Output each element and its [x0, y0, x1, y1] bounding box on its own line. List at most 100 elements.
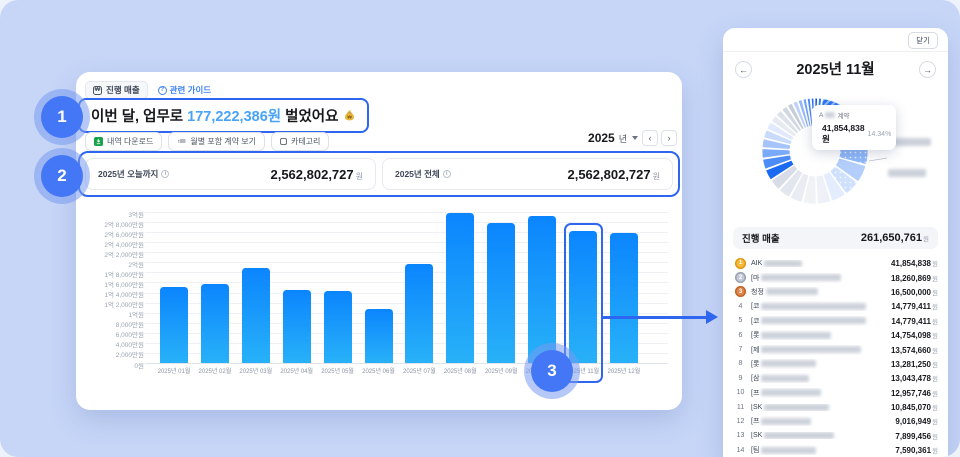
annotation-step-3: 3 [531, 350, 573, 392]
contract-name-prefix: [마 [751, 274, 760, 282]
rank-number: 5 [738, 317, 743, 325]
bar-2025년 09월[interactable] [487, 222, 516, 363]
bar-2025년 04월[interactable] [282, 290, 311, 363]
redacted-text [764, 403, 830, 411]
donut-segment-26[interactable] [802, 98, 812, 128]
donut-segment-8[interactable] [822, 170, 846, 202]
donut-segment-9[interactable] [815, 174, 832, 205]
redacted-text [891, 138, 931, 146]
monthly-contracts-button[interactable]: ≔ 월별 포함 계약 보기 [168, 132, 265, 151]
contract-name: [코 [751, 316, 891, 326]
prev-year-button[interactable]: ‹ [642, 130, 658, 146]
medal-icon-gold: 1 [735, 257, 746, 269]
donut-segment-18[interactable] [763, 129, 793, 146]
prev-month-button[interactable]: ← [735, 61, 752, 78]
rank-list-item[interactable]: 11 [SK 10,845,070원 [733, 400, 938, 414]
rank-number: 12 [736, 417, 745, 425]
rank-list-item[interactable]: 2 [마 18,260,869원 [733, 270, 938, 284]
callout-leader-line [868, 157, 888, 162]
stat-ytd-unit: 원 [355, 171, 363, 181]
bar-2025년 08월[interactable] [446, 213, 475, 363]
x-axis-label: 2025년 04월 [280, 369, 314, 375]
rank-list-item[interactable]: 12 [프 9,016,949원 [733, 414, 938, 428]
ongoing-revenue-badge: ₩ 진행 매출 [85, 81, 148, 99]
y-axis-tick-label: 2억 4,000만원 [104, 241, 144, 249]
donut-segment-7[interactable] [829, 165, 859, 195]
bar-2025년 03월[interactable] [241, 268, 270, 363]
donut-segment-14[interactable] [765, 159, 795, 181]
rank-list-item[interactable]: 1 AIK 41,854,838원 [733, 256, 938, 270]
stat-ytd-label-wrap: 2025년 오늘까지 i [98, 168, 170, 180]
tooltip-value: 41,854,838원 [822, 123, 865, 144]
stat-ytd-label: 2025년 오늘까지 [98, 169, 159, 179]
contract-name-prefix: [롯 [751, 332, 760, 340]
rank-list-item[interactable]: 10 [프 12,957,746원 [733, 386, 938, 400]
related-guide-link[interactable]: ? 관련 가이드 [157, 84, 212, 96]
rank-list-item[interactable]: 4 [코 14,779,411원 [733, 299, 938, 313]
bar-2025년 10월[interactable] [528, 216, 557, 363]
donut-segment-17[interactable] [761, 138, 792, 150]
next-month-button[interactable]: → [919, 61, 936, 78]
year-select[interactable]: 2025 년 [588, 131, 638, 145]
close-button[interactable]: 닫기 [908, 32, 938, 49]
donut-segment-24[interactable] [792, 100, 808, 129]
rank-list-item[interactable]: 3 청정 16,500,000원 [733, 285, 938, 299]
category-button[interactable]: 카테고리 [270, 132, 330, 151]
rank-list-item[interactable]: 5 [코 14,779,411원 [733, 314, 938, 328]
contract-name-prefix: [제 [751, 346, 760, 354]
rank-list-item[interactable]: 7 [제 13,574,660원 [733, 342, 938, 356]
category-icon [279, 138, 287, 145]
list-icon: ≔ [177, 136, 187, 146]
donut-segment-10[interactable] [802, 174, 817, 205]
bar-2025년 07월[interactable] [405, 264, 434, 363]
tooltip-contract-name: A 계약 [819, 110, 889, 121]
annotation-step-1: 1 [41, 96, 83, 138]
contract-name-prefix: 청정 [751, 288, 764, 296]
info-icon[interactable]: i [442, 170, 451, 178]
download-history-button[interactable]: 내역 다운로드 [85, 132, 163, 151]
rank-list-item[interactable]: 13 [SK 7,899,456원 [733, 429, 938, 443]
donut-segment-11[interactable] [789, 172, 810, 203]
rank-number: 7 [738, 346, 743, 354]
donut-segment-19[interactable] [766, 121, 795, 142]
bar-2025년 01월[interactable] [160, 286, 188, 363]
donut-segment-6[interactable] [834, 157, 867, 183]
rank-list-item[interactable]: 6 [롯 14,754,098원 [733, 328, 938, 342]
stat-ytd: 2025년 오늘까지 i 2,562,802,727 원 [85, 158, 376, 190]
rank-list-item[interactable]: 9 [삼 13,043,478원 [733, 371, 938, 385]
contract-name: [SK [751, 432, 895, 440]
bar-2025년 02월[interactable] [200, 283, 229, 363]
donut-segment-21[interactable] [775, 109, 800, 135]
donut-segment-12[interactable] [778, 168, 804, 198]
headline-pre: 이번 달, 업무로 [91, 109, 184, 125]
donut-segment-22[interactable] [781, 105, 803, 133]
donut-segment-23[interactable] [786, 102, 805, 131]
bar-2025년 06월[interactable] [364, 308, 393, 363]
tooltip-name-suffix: 계약 [837, 113, 850, 120]
donut-segment-20[interactable] [770, 115, 797, 138]
bar-2025년 11월[interactable] [569, 231, 597, 363]
donut-segment-25[interactable] [797, 99, 810, 128]
next-year-button[interactable]: › [661, 130, 677, 146]
rank-number: 11 [736, 403, 745, 411]
contract-amount: 13,281,250원 [890, 359, 938, 369]
bar-chart-plot: 2025년 01월 2025년 02월 2025년 03월 2025년 04월 2025… [145, 212, 668, 383]
bar-2025년 05월[interactable] [323, 291, 352, 363]
contract-name-prefix: [롯 [751, 360, 760, 368]
contract-name: [프 [751, 388, 891, 398]
guide-link-label: 관련 가이드 [169, 85, 212, 95]
donut-segment-13[interactable] [770, 164, 799, 190]
download-file-icon [94, 137, 103, 146]
stat-total-value: 2,562,802,727 [567, 166, 651, 182]
info-icon[interactable]: i [161, 170, 170, 178]
donut-segment-16[interactable] [761, 148, 791, 159]
rank-number: 13 [736, 432, 745, 440]
contract-name: [제 [751, 345, 891, 355]
rank-list-item[interactable]: 14 [팀 7,590,361원 [733, 443, 938, 457]
contract-rank-list: 1 AIK 41,854,838원 2 [마 18,260,869원 3 청정 16,500,0… [733, 256, 938, 457]
bar-2025년 12월[interactable] [609, 232, 638, 363]
rank-list-item[interactable]: 8 [롯 13,281,250원 [733, 357, 938, 371]
y-axis-tick-label: 8,000만원 [115, 322, 144, 330]
donut-segment-15[interactable] [762, 154, 793, 170]
